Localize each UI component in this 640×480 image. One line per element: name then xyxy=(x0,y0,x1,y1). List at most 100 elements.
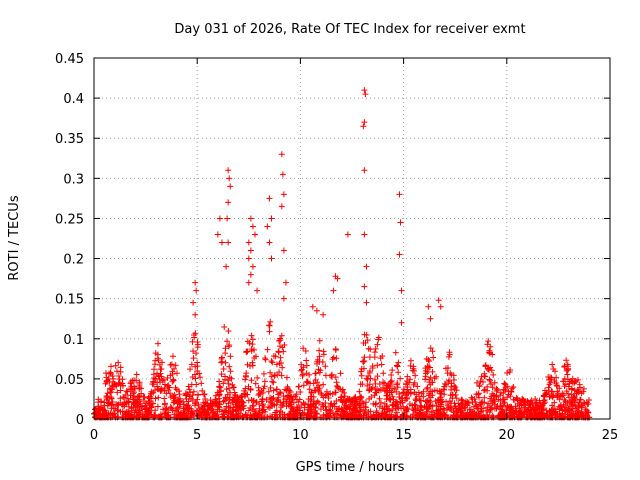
data-point xyxy=(524,398,531,405)
data-point xyxy=(569,379,576,386)
data-point xyxy=(404,413,411,420)
data-point xyxy=(413,391,420,398)
data-point xyxy=(341,393,348,400)
data-point xyxy=(292,413,299,420)
data-point xyxy=(104,402,111,409)
data-point xyxy=(557,403,564,410)
data-point xyxy=(152,395,159,402)
data-point xyxy=(227,368,234,375)
data-point xyxy=(494,386,501,393)
data-point xyxy=(431,387,438,394)
data-point xyxy=(440,405,447,412)
data-point xyxy=(113,368,120,375)
data-point xyxy=(363,299,370,306)
data-point xyxy=(270,353,277,360)
data-point xyxy=(168,361,175,368)
data-point xyxy=(223,403,230,410)
data-point xyxy=(259,396,266,403)
data-point xyxy=(440,386,447,393)
x-tick-label: 10 xyxy=(292,428,309,443)
data-point xyxy=(582,406,589,413)
data-point xyxy=(473,411,480,418)
data-point xyxy=(268,255,275,262)
data-point xyxy=(108,394,115,401)
data-point xyxy=(425,356,432,363)
data-point xyxy=(572,411,579,418)
data-point xyxy=(269,378,276,385)
data-point xyxy=(331,400,338,407)
data-point xyxy=(348,398,355,405)
data-point xyxy=(242,373,249,380)
data-point xyxy=(122,391,129,398)
data-point xyxy=(437,407,444,414)
data-point xyxy=(568,407,575,414)
data-point xyxy=(551,377,558,384)
data-point xyxy=(198,380,205,387)
data-point xyxy=(416,397,423,404)
data-point xyxy=(493,404,500,411)
data-point xyxy=(411,379,418,386)
data-point xyxy=(250,397,257,404)
data-point xyxy=(423,402,430,409)
data-point xyxy=(300,382,307,389)
data-point xyxy=(337,370,344,377)
data-point xyxy=(267,369,274,376)
data-point xyxy=(165,386,172,393)
data-point xyxy=(119,401,126,408)
data-point xyxy=(214,399,221,406)
data-point xyxy=(135,403,142,410)
data-point xyxy=(482,386,489,393)
data-point xyxy=(365,408,372,415)
data-point xyxy=(429,388,436,395)
data-point xyxy=(214,408,221,415)
data-point xyxy=(185,383,192,390)
data-point xyxy=(387,381,394,388)
data-point xyxy=(497,403,504,410)
data-point xyxy=(501,396,508,403)
data-point xyxy=(161,381,168,388)
data-point xyxy=(306,371,313,378)
data-point xyxy=(487,406,494,413)
data-point xyxy=(249,341,256,348)
data-point xyxy=(561,363,568,370)
data-point xyxy=(560,378,567,385)
data-point xyxy=(536,397,543,404)
data-point xyxy=(541,387,548,394)
data-point xyxy=(369,384,376,391)
data-point xyxy=(192,375,199,382)
data-point xyxy=(320,311,327,318)
data-point xyxy=(133,371,140,378)
data-point xyxy=(501,380,508,387)
data-point xyxy=(486,349,493,356)
data-point xyxy=(226,374,233,381)
data-point xyxy=(363,375,370,382)
data-point xyxy=(322,392,329,399)
data-point xyxy=(255,384,262,391)
data-point xyxy=(360,406,367,413)
data-point xyxy=(201,402,208,409)
data-point xyxy=(224,338,231,345)
data-point xyxy=(176,395,183,402)
data-point xyxy=(316,353,323,360)
data-point xyxy=(488,404,495,411)
data-point xyxy=(436,406,443,413)
y-axis-label: ROTI / TECUs xyxy=(7,195,22,280)
data-point xyxy=(526,401,533,408)
data-point xyxy=(197,374,204,381)
data-point xyxy=(225,343,232,350)
data-point xyxy=(322,403,329,410)
data-point xyxy=(143,400,150,407)
data-point xyxy=(232,392,239,399)
data-point xyxy=(383,382,390,389)
data-point xyxy=(572,378,579,385)
data-point xyxy=(504,370,511,377)
data-point xyxy=(497,392,504,399)
data-point xyxy=(170,395,177,402)
data-point xyxy=(137,411,144,418)
data-point xyxy=(293,404,300,411)
data-point xyxy=(508,388,515,395)
data-point xyxy=(451,386,458,393)
data-point xyxy=(491,398,498,405)
data-point xyxy=(499,406,506,413)
data-point xyxy=(447,392,454,399)
